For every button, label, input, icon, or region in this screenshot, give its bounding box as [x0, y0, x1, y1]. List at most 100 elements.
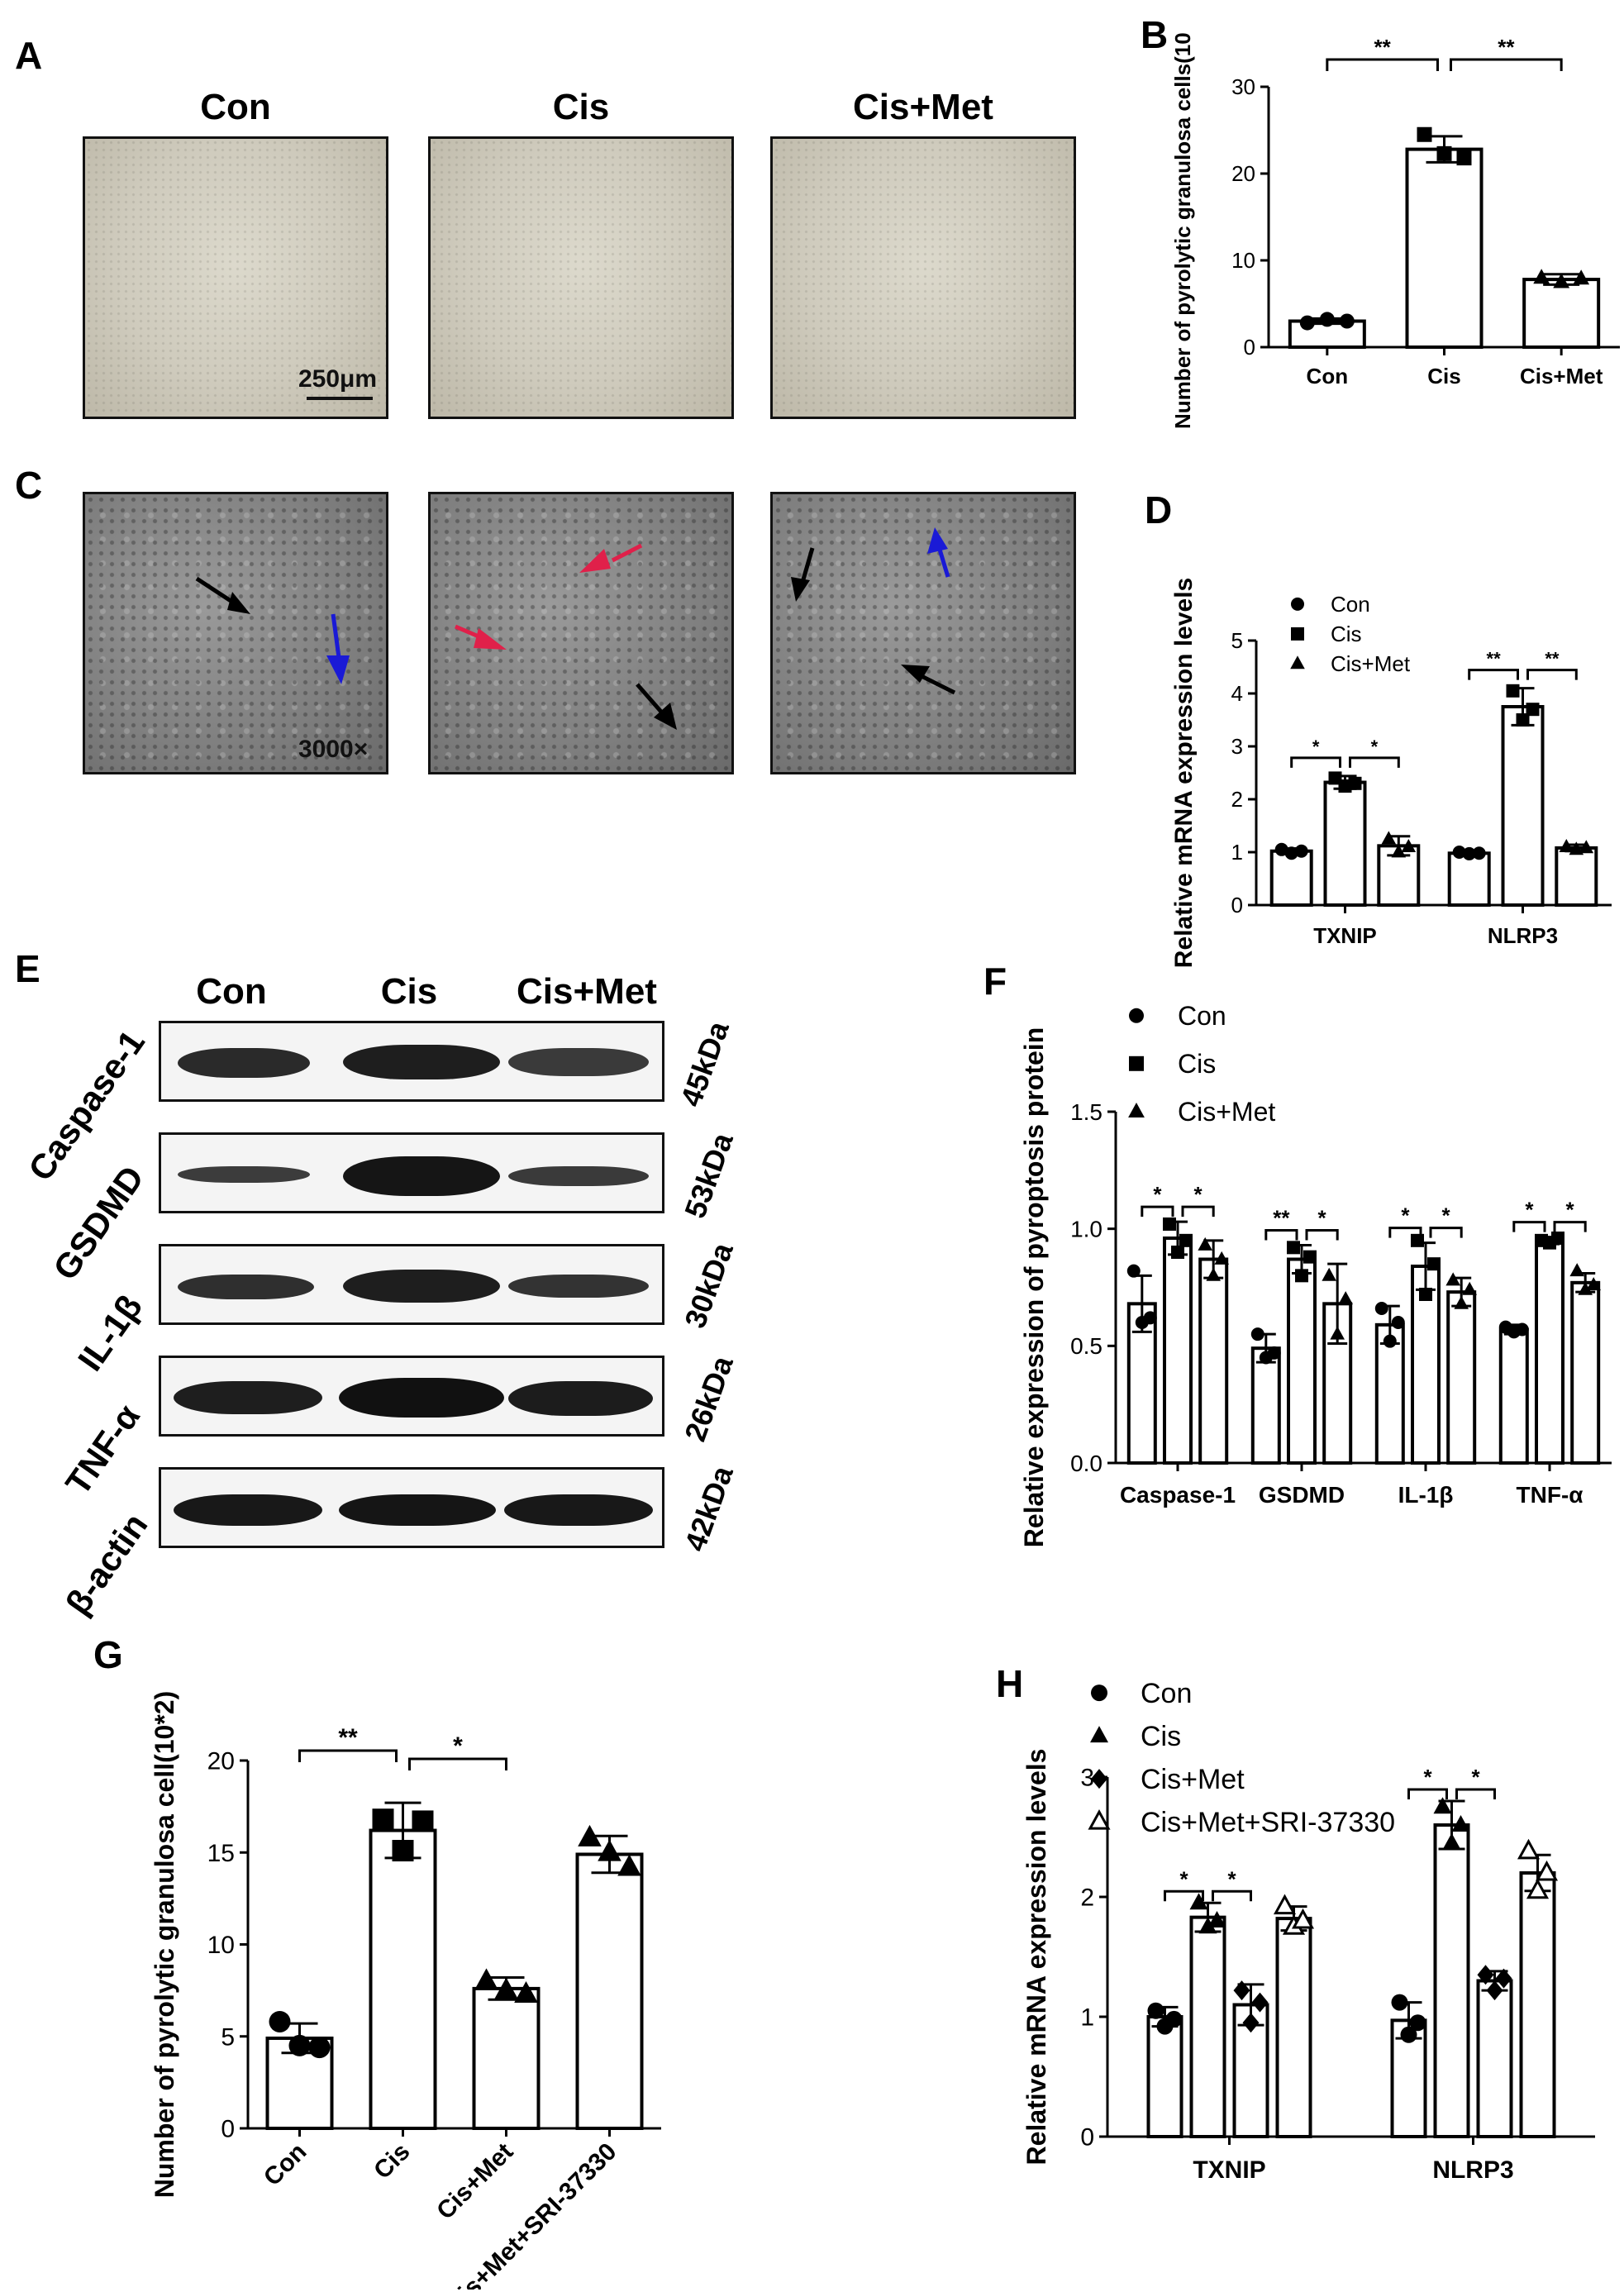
panel-letter-c: C [15, 464, 43, 507]
tem-arrows-con [195, 576, 350, 684]
blot-gsdmd [159, 1132, 664, 1213]
data-point [1454, 1295, 1469, 1309]
y-tick-label: 3 [1080, 1765, 1094, 1792]
y-tick-label: 20 [207, 1748, 235, 1775]
protein-label-gsdmd: GSDMD [45, 1158, 152, 1287]
bar [1287, 1257, 1317, 1465]
y-tick-label: 0 [1231, 893, 1243, 917]
data-point [1506, 684, 1520, 698]
y-tick-label: 2 [1231, 787, 1243, 812]
data-point [1143, 1311, 1157, 1325]
data-point [1338, 1291, 1353, 1305]
significance-bracket-label: * [1179, 1866, 1188, 1891]
data-point [1126, 1264, 1141, 1278]
scale-bar-label: 250μm [298, 365, 378, 393]
y-tick-label: 1.0 [1070, 1216, 1103, 1241]
significance-bracket [1290, 756, 1341, 768]
data-point [1291, 1908, 1315, 1929]
significance-bracket-label: * [1312, 736, 1320, 757]
data-point [514, 1980, 538, 2003]
significance-bracket [1553, 1221, 1587, 1232]
data-point [1462, 846, 1476, 860]
bar [1476, 1979, 1513, 2138]
data-point [1383, 1334, 1397, 1348]
tem-scale-label: 3000× [298, 736, 369, 763]
data-point [1374, 1302, 1388, 1315]
data-point [1586, 1277, 1601, 1291]
protein-label-il1b: IL-1β [70, 1287, 150, 1378]
data-point [1411, 1233, 1424, 1247]
legend-label: Con [1141, 1678, 1192, 1709]
panel-a-label-cis: Cis [552, 87, 610, 127]
blot-il1b [159, 1244, 664, 1325]
data-point [372, 1808, 394, 1831]
significance-bracket [1164, 1889, 1204, 1902]
legend-label: Cis [1178, 1049, 1216, 1079]
protein-label-bactin: β-actin [58, 1506, 155, 1622]
bar [369, 1828, 437, 2131]
chart-g: 0 5 10 15 20 Number of pyrolytic granulosa ce… [150, 1691, 661, 2290]
significance-bracket-label: * [1471, 1765, 1480, 1789]
significance-bracket-label: * [1153, 1182, 1162, 1207]
data-point [308, 2037, 331, 2059]
data-point [1517, 1838, 1541, 1860]
data-point [1381, 831, 1397, 845]
data-point [1452, 846, 1466, 859]
tem-image-con: 3000× [83, 492, 388, 774]
y-tick-label: 10 [207, 1932, 235, 1959]
bar [1323, 780, 1367, 907]
legend-label: Cis+Met [1331, 651, 1411, 676]
data-point [1445, 1272, 1460, 1286]
bar [1189, 1915, 1226, 2138]
legend-label: Cis+Met [1141, 1764, 1245, 1795]
panel-letter-e: E [15, 947, 40, 990]
data-point [1250, 1327, 1264, 1341]
data-point [1391, 1994, 1408, 2011]
data-point [1206, 1267, 1221, 1281]
data-point [1198, 1917, 1217, 1934]
panel-letter-b: B [1141, 13, 1169, 56]
data-point [1433, 1797, 1452, 1814]
blot-bactin [159, 1467, 664, 1548]
scale-bar [307, 397, 373, 400]
data-point [1233, 1980, 1250, 2001]
x-tick-label: Cis [369, 2138, 415, 2185]
y-axis-title: Relative mRNA expression levels [1170, 578, 1198, 967]
data-point [1578, 1281, 1593, 1295]
data-point [1319, 312, 1335, 327]
significance-bracket-label: * [1442, 1203, 1451, 1228]
data-point [1451, 1815, 1470, 1832]
data-point [1400, 2026, 1417, 2043]
y-tick-label: 1 [1231, 840, 1243, 865]
data-point [1535, 1860, 1559, 1881]
data-point [1462, 1281, 1477, 1295]
data-point [1147, 2002, 1164, 2019]
micrograph-con: 250μm [83, 136, 388, 419]
panel-letter-f: F [983, 960, 1007, 1003]
blot-header-con: Con [196, 971, 267, 1012]
data-point [1477, 1965, 1494, 1985]
data-point [578, 1824, 602, 1846]
significance-bracket-label: ** [338, 1724, 358, 1751]
significance-bracket-label: ** [1498, 35, 1515, 60]
legend-label: Con [1178, 1001, 1226, 1031]
data-point [269, 2010, 291, 2032]
data-point [494, 1977, 518, 1999]
y-axis-title: Number of pyrolytic granulosa cell(10*2) [150, 1691, 179, 2199]
data-point [1179, 1233, 1193, 1247]
bar [575, 1852, 644, 2130]
y-tick-label: 30 [1231, 74, 1255, 99]
y-tick-label: 15 [207, 1840, 235, 1867]
legend-marker [1291, 627, 1304, 641]
bar [1269, 849, 1313, 907]
legend-marker [1091, 1769, 1107, 1789]
significance-bracket [1305, 1229, 1339, 1241]
bar [1498, 1327, 1529, 1465]
tem-image-cis [428, 492, 734, 774]
tem-image-cismet [770, 492, 1076, 774]
significance-bracket [1450, 58, 1563, 71]
bar [1535, 1238, 1564, 1465]
significance-bracket-label: * [453, 1732, 463, 1760]
significance-bracket [408, 1757, 507, 1770]
significance-bracket [298, 1749, 398, 1762]
